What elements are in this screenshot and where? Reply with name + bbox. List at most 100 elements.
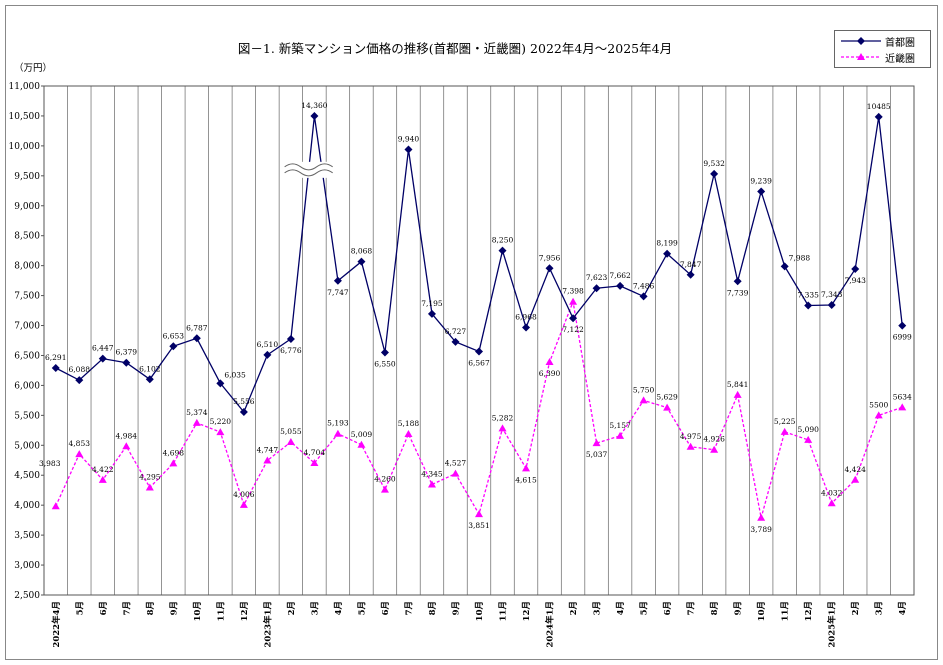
data-label: 7,847 <box>680 260 702 269</box>
y-unit-label: （万円） <box>14 63 53 74</box>
data-point <box>145 375 154 384</box>
data-label: 6,390 <box>539 369 561 378</box>
series-layer <box>51 111 907 521</box>
x-tick-label: 10月 <box>475 601 485 621</box>
data-label: 4,984 <box>116 431 138 440</box>
x-tick-label: 2月 <box>287 601 297 615</box>
data-label: 6,550 <box>374 359 396 368</box>
data-point <box>263 350 272 359</box>
data-point <box>898 321 907 330</box>
y-tick-label: 7,500 <box>14 292 40 302</box>
data-label: 5,841 <box>727 380 748 389</box>
data-point <box>522 323 531 332</box>
data-label: 6,727 <box>445 327 467 336</box>
data-point <box>851 475 860 483</box>
legend-label-kinki: 近畿圏 <box>885 53 915 65</box>
data-point <box>216 379 225 388</box>
data-point <box>733 277 742 286</box>
data-point <box>51 502 60 510</box>
data-point <box>216 428 225 436</box>
x-tick-label: 5月 <box>640 601 650 615</box>
data-point <box>639 292 648 301</box>
x-tick-label: 3月 <box>310 601 320 615</box>
data-label: 5,157 <box>609 421 631 430</box>
data-label: 7,739 <box>727 288 749 297</box>
data-label: 4,260 <box>374 475 396 484</box>
data-label: 4,747 <box>257 445 279 454</box>
data-point <box>733 390 742 398</box>
data-point <box>710 445 719 453</box>
x-tick-label: 8月 <box>428 601 438 615</box>
chart-title: 図－1. 新築マンション価格の推移(首都圏・近畿圏) 2022年4月～2025年… <box>237 41 673 56</box>
y-tick-label: 5,000 <box>14 441 40 451</box>
data-point <box>427 309 436 318</box>
data-point <box>663 403 672 411</box>
data-point <box>51 363 60 372</box>
data-point <box>122 442 131 450</box>
data-label: 9,940 <box>398 134 420 143</box>
data-point <box>145 483 154 491</box>
data-point <box>522 464 531 472</box>
x-tick-label: 7月 <box>404 601 414 615</box>
y-tick-label: 10,500 <box>9 112 41 122</box>
data-point <box>616 431 625 439</box>
data-label: 8,199 <box>656 239 678 248</box>
plot-area <box>43 85 915 596</box>
data-point <box>639 396 648 404</box>
data-point <box>663 249 672 258</box>
data-point <box>616 281 625 290</box>
x-tick-label: 4月 <box>898 601 908 615</box>
y-tick-label: 8,500 <box>14 232 40 242</box>
data-label: 7,343 <box>821 290 843 299</box>
data-label: 6,379 <box>116 348 138 357</box>
x-tick-label: 9月 <box>169 601 179 615</box>
triangle-marker-icon <box>841 53 881 60</box>
data-point <box>122 358 131 367</box>
data-label: 4,615 <box>515 475 537 484</box>
data-point <box>592 284 601 293</box>
x-tick-label: 12月 <box>240 601 250 621</box>
x-tick-label: 9月 <box>451 601 461 615</box>
data-point <box>757 187 766 196</box>
data-label: 6,787 <box>186 323 208 332</box>
x-tick-label: 6月 <box>381 601 391 615</box>
data-point <box>427 480 436 488</box>
data-point <box>874 411 883 419</box>
data-label: 6,291 <box>45 353 66 362</box>
data-point <box>98 354 107 363</box>
data-point <box>239 500 248 508</box>
data-point <box>192 334 201 343</box>
data-label: 5,374 <box>186 408 208 417</box>
y-tick-label: 7,000 <box>14 322 40 332</box>
data-label: 4,704 <box>304 448 326 457</box>
data-point <box>310 459 319 467</box>
data-point <box>333 276 342 285</box>
data-label: 6,102 <box>139 364 161 373</box>
data-label: 5,220 <box>210 417 232 426</box>
data-label: 9,532 <box>703 159 725 168</box>
data-label: 7,747 <box>327 288 349 297</box>
x-tick-label: 10月 <box>193 601 203 621</box>
x-tick-label: 2025年1月 <box>827 601 838 648</box>
data-label: 6,510 <box>257 340 279 349</box>
data-point <box>898 403 907 411</box>
y-tick-label: 8,000 <box>14 262 40 272</box>
data-point <box>827 499 836 507</box>
data-point <box>686 270 695 279</box>
data-label: 7,956 <box>539 253 561 262</box>
y-tick-label: 9,000 <box>14 202 40 212</box>
x-tick-label: 7月 <box>122 601 132 615</box>
data-label: 5,193 <box>327 419 349 428</box>
data-point <box>498 424 507 432</box>
data-point <box>192 418 201 426</box>
legend-label-shuto: 首都圏 <box>885 37 915 49</box>
data-label: 4,422 <box>92 465 114 474</box>
data-point <box>75 450 84 458</box>
data-label: 6999 <box>893 333 912 342</box>
x-tick-label: 8月 <box>710 601 720 615</box>
data-point <box>475 347 483 356</box>
data-point <box>827 300 836 309</box>
data-point <box>569 297 578 305</box>
data-point <box>451 337 460 346</box>
x-tick-label: 12月 <box>804 601 814 621</box>
